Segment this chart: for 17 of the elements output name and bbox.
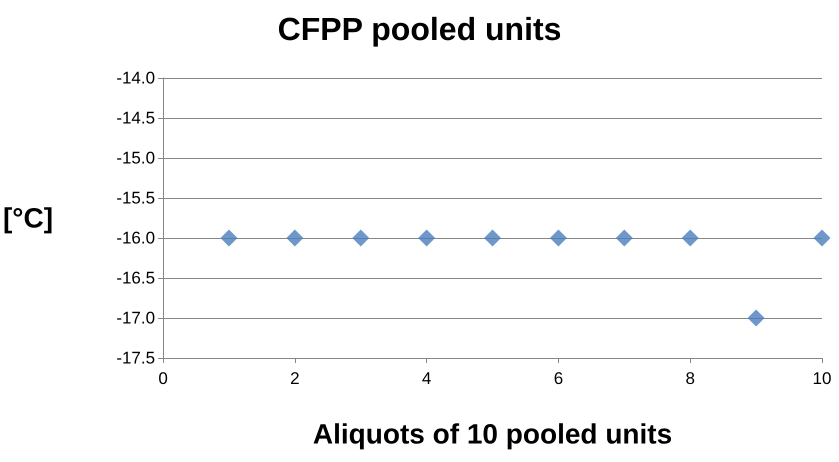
y-tick-label: -14.5 — [116, 108, 156, 128]
chart-title: CFPP pooled units — [278, 11, 562, 47]
x-axis-title: Aliquots of 10 pooled units — [312, 418, 672, 450]
y-tick-label: -16.5 — [116, 268, 156, 288]
y-tick-label: -16.0 — [116, 228, 156, 248]
x-tick-label: 10 — [812, 369, 832, 388]
x-tick-label: 2 — [290, 369, 300, 388]
y-tick-label: -17.0 — [116, 308, 156, 328]
y-axis-title: [°C] — [2, 202, 54, 234]
y-tick-label: -15.0 — [116, 148, 156, 168]
x-tick-label: 8 — [685, 369, 695, 388]
x-tick-label: 6 — [554, 369, 564, 388]
y-tick-label: -15.5 — [116, 188, 156, 208]
y-tick-label: -14.0 — [116, 68, 156, 88]
x-tick-label: 0 — [158, 369, 168, 388]
x-tick-label: 4 — [422, 369, 432, 388]
y-tick-label: -17.5 — [116, 348, 156, 368]
